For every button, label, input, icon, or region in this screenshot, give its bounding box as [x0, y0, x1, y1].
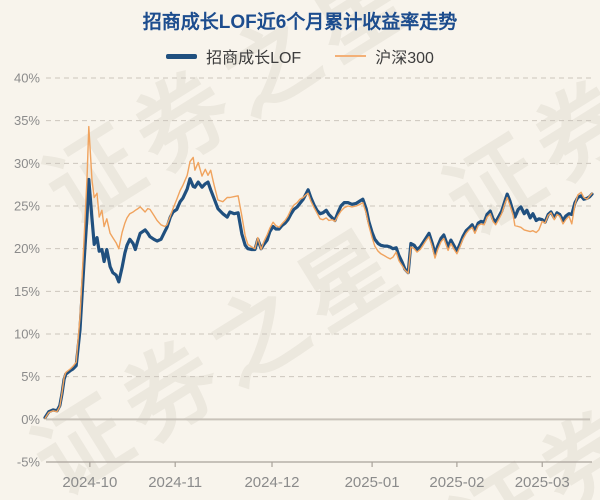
legend-label-index: 沪深300	[375, 50, 434, 67]
legend-item-fund[interactable]: 招商成长LOF	[166, 44, 301, 68]
y-axis-label: 25%	[14, 199, 40, 214]
x-axis-label: 2024-10	[62, 474, 117, 491]
y-axis-label: 20%	[14, 241, 40, 256]
chart-legend: 招商成长LOF 沪深300	[0, 44, 600, 68]
x-axis-label: 2025-02	[429, 474, 484, 491]
y-axis-label: 40%	[14, 71, 40, 86]
y-axis-label: 15%	[14, 284, 40, 299]
x-axis-label: 2024-12	[244, 474, 299, 491]
fund-series-line	[43, 177, 594, 420]
y-axis-label: 10%	[14, 327, 40, 342]
y-axis-label: -5%	[17, 455, 41, 470]
y-axis-label: 35%	[14, 113, 40, 128]
legend-label-fund: 招商成长LOF	[206, 50, 302, 67]
fund-line-swatch	[166, 53, 198, 59]
y-axis-label: 5%	[21, 369, 40, 384]
x-axis-label: 2025-01	[345, 474, 400, 491]
x-axis-label: 2024-11	[148, 474, 202, 491]
y-axis-label: 30%	[14, 156, 40, 171]
chart-title: 招商成长LOF近6个月累计收益率走势	[142, 12, 458, 33]
index-series-line	[44, 125, 593, 420]
index-line-swatch	[335, 55, 367, 57]
y-axis-label: 0%	[21, 412, 40, 427]
x-axis-label: 2025-03	[515, 474, 570, 491]
legend-item-index[interactable]: 沪深300	[335, 44, 434, 68]
